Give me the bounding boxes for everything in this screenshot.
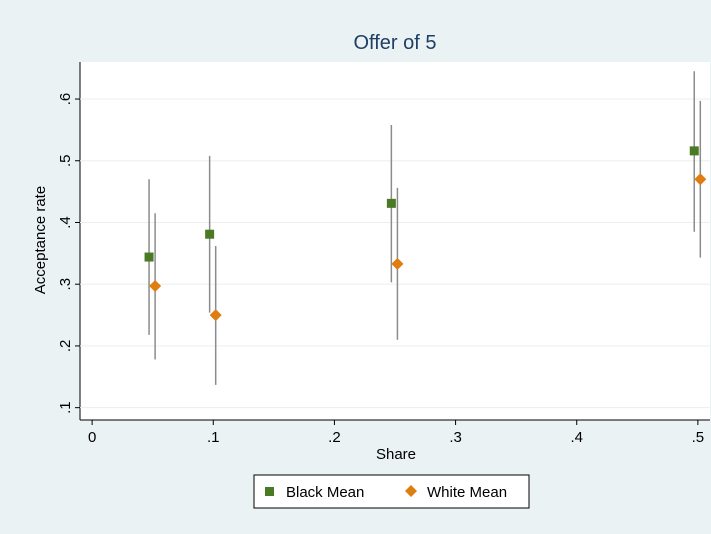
white-mean-marker xyxy=(209,309,222,322)
y-tick-label: .6 xyxy=(57,93,74,106)
y-tick-label: .1 xyxy=(57,401,74,414)
black-mean-marker xyxy=(386,198,396,208)
black-mean-marker xyxy=(144,252,154,262)
y-tick-label: .2 xyxy=(57,340,74,353)
white-mean-marker xyxy=(149,280,162,293)
legend-black-mean-marker xyxy=(265,487,274,496)
x-tick-label: .3 xyxy=(449,429,462,446)
y-tick-label: .5 xyxy=(57,155,74,168)
data-markers xyxy=(144,146,707,322)
x-tick-label: 0 xyxy=(88,429,96,446)
legend-white-mean-marker xyxy=(405,485,417,497)
legend-white-mean-label: White Mean xyxy=(427,484,507,501)
legend: Black Mean White Mean xyxy=(253,474,530,509)
x-ticks: 0 .1 .2 .3 .4 .5 xyxy=(88,420,704,446)
x-axis-label: Share xyxy=(376,446,416,463)
white-mean-marker xyxy=(391,257,404,270)
chart-title: Offer of 5 xyxy=(353,32,436,54)
x-tick-label: .4 xyxy=(570,429,583,446)
white-mean-marker xyxy=(694,173,707,186)
black-mean-marker xyxy=(689,146,699,156)
grid-lines xyxy=(80,98,710,409)
y-tick-label: .4 xyxy=(57,216,74,229)
x-tick-label: .2 xyxy=(328,429,341,446)
plot-area xyxy=(80,62,710,420)
legend-box xyxy=(253,474,530,509)
y-axis-label: Acceptance rate xyxy=(32,186,49,294)
y-ticks: .1 .2 .3 .4 .5 .6 xyxy=(57,93,80,414)
black-mean-marker xyxy=(205,229,215,239)
y-tick-label: .3 xyxy=(57,278,74,291)
x-tick-label: .5 xyxy=(692,429,705,446)
legend-black-mean-label: Black Mean xyxy=(286,484,364,501)
x-tick-label: .1 xyxy=(207,429,220,446)
